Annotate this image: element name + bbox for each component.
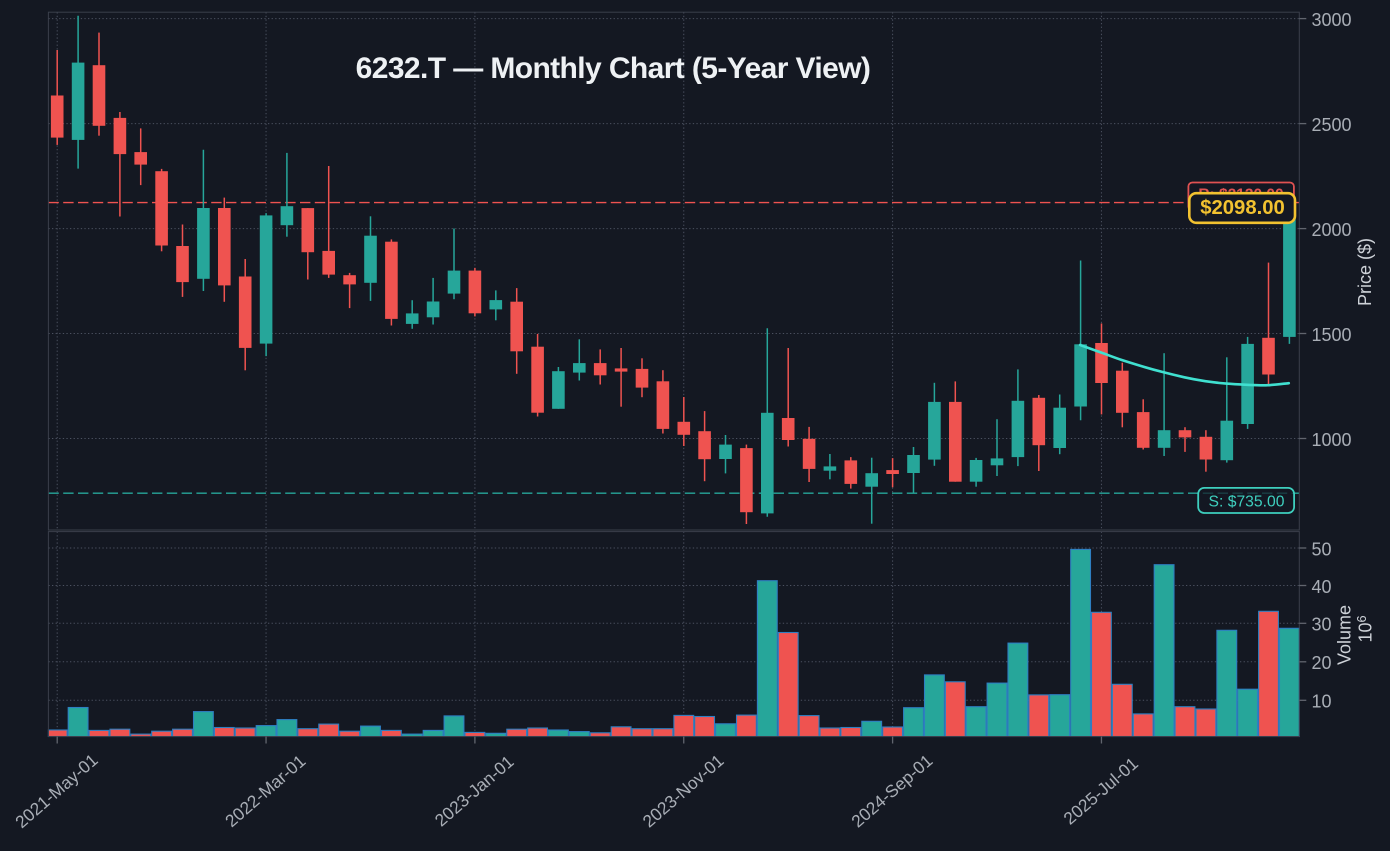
svg-text:50: 50 (1312, 539, 1332, 559)
svg-text:2500: 2500 (1312, 115, 1352, 135)
svg-text:S: $735.00: S: $735.00 (1209, 494, 1285, 511)
svg-text:2000: 2000 (1312, 220, 1352, 240)
svg-text:Price ($): Price ($) (1355, 238, 1375, 306)
svg-text:Volume: Volume (1335, 605, 1355, 665)
svg-text:1000: 1000 (1312, 430, 1352, 450)
svg-text:$2098.00: $2098.00 (1200, 197, 1285, 219)
svg-text:20: 20 (1312, 653, 1332, 673)
svg-text:30: 30 (1312, 615, 1332, 635)
svg-text:1500: 1500 (1312, 325, 1352, 345)
svg-text:3000: 3000 (1312, 10, 1352, 30)
svg-text:6232.T — Monthly Chart (5-Year: 6232.T — Monthly Chart (5-Year View) (356, 52, 871, 85)
svg-text:40: 40 (1312, 577, 1332, 597)
svg-text:10: 10 (1312, 692, 1332, 712)
